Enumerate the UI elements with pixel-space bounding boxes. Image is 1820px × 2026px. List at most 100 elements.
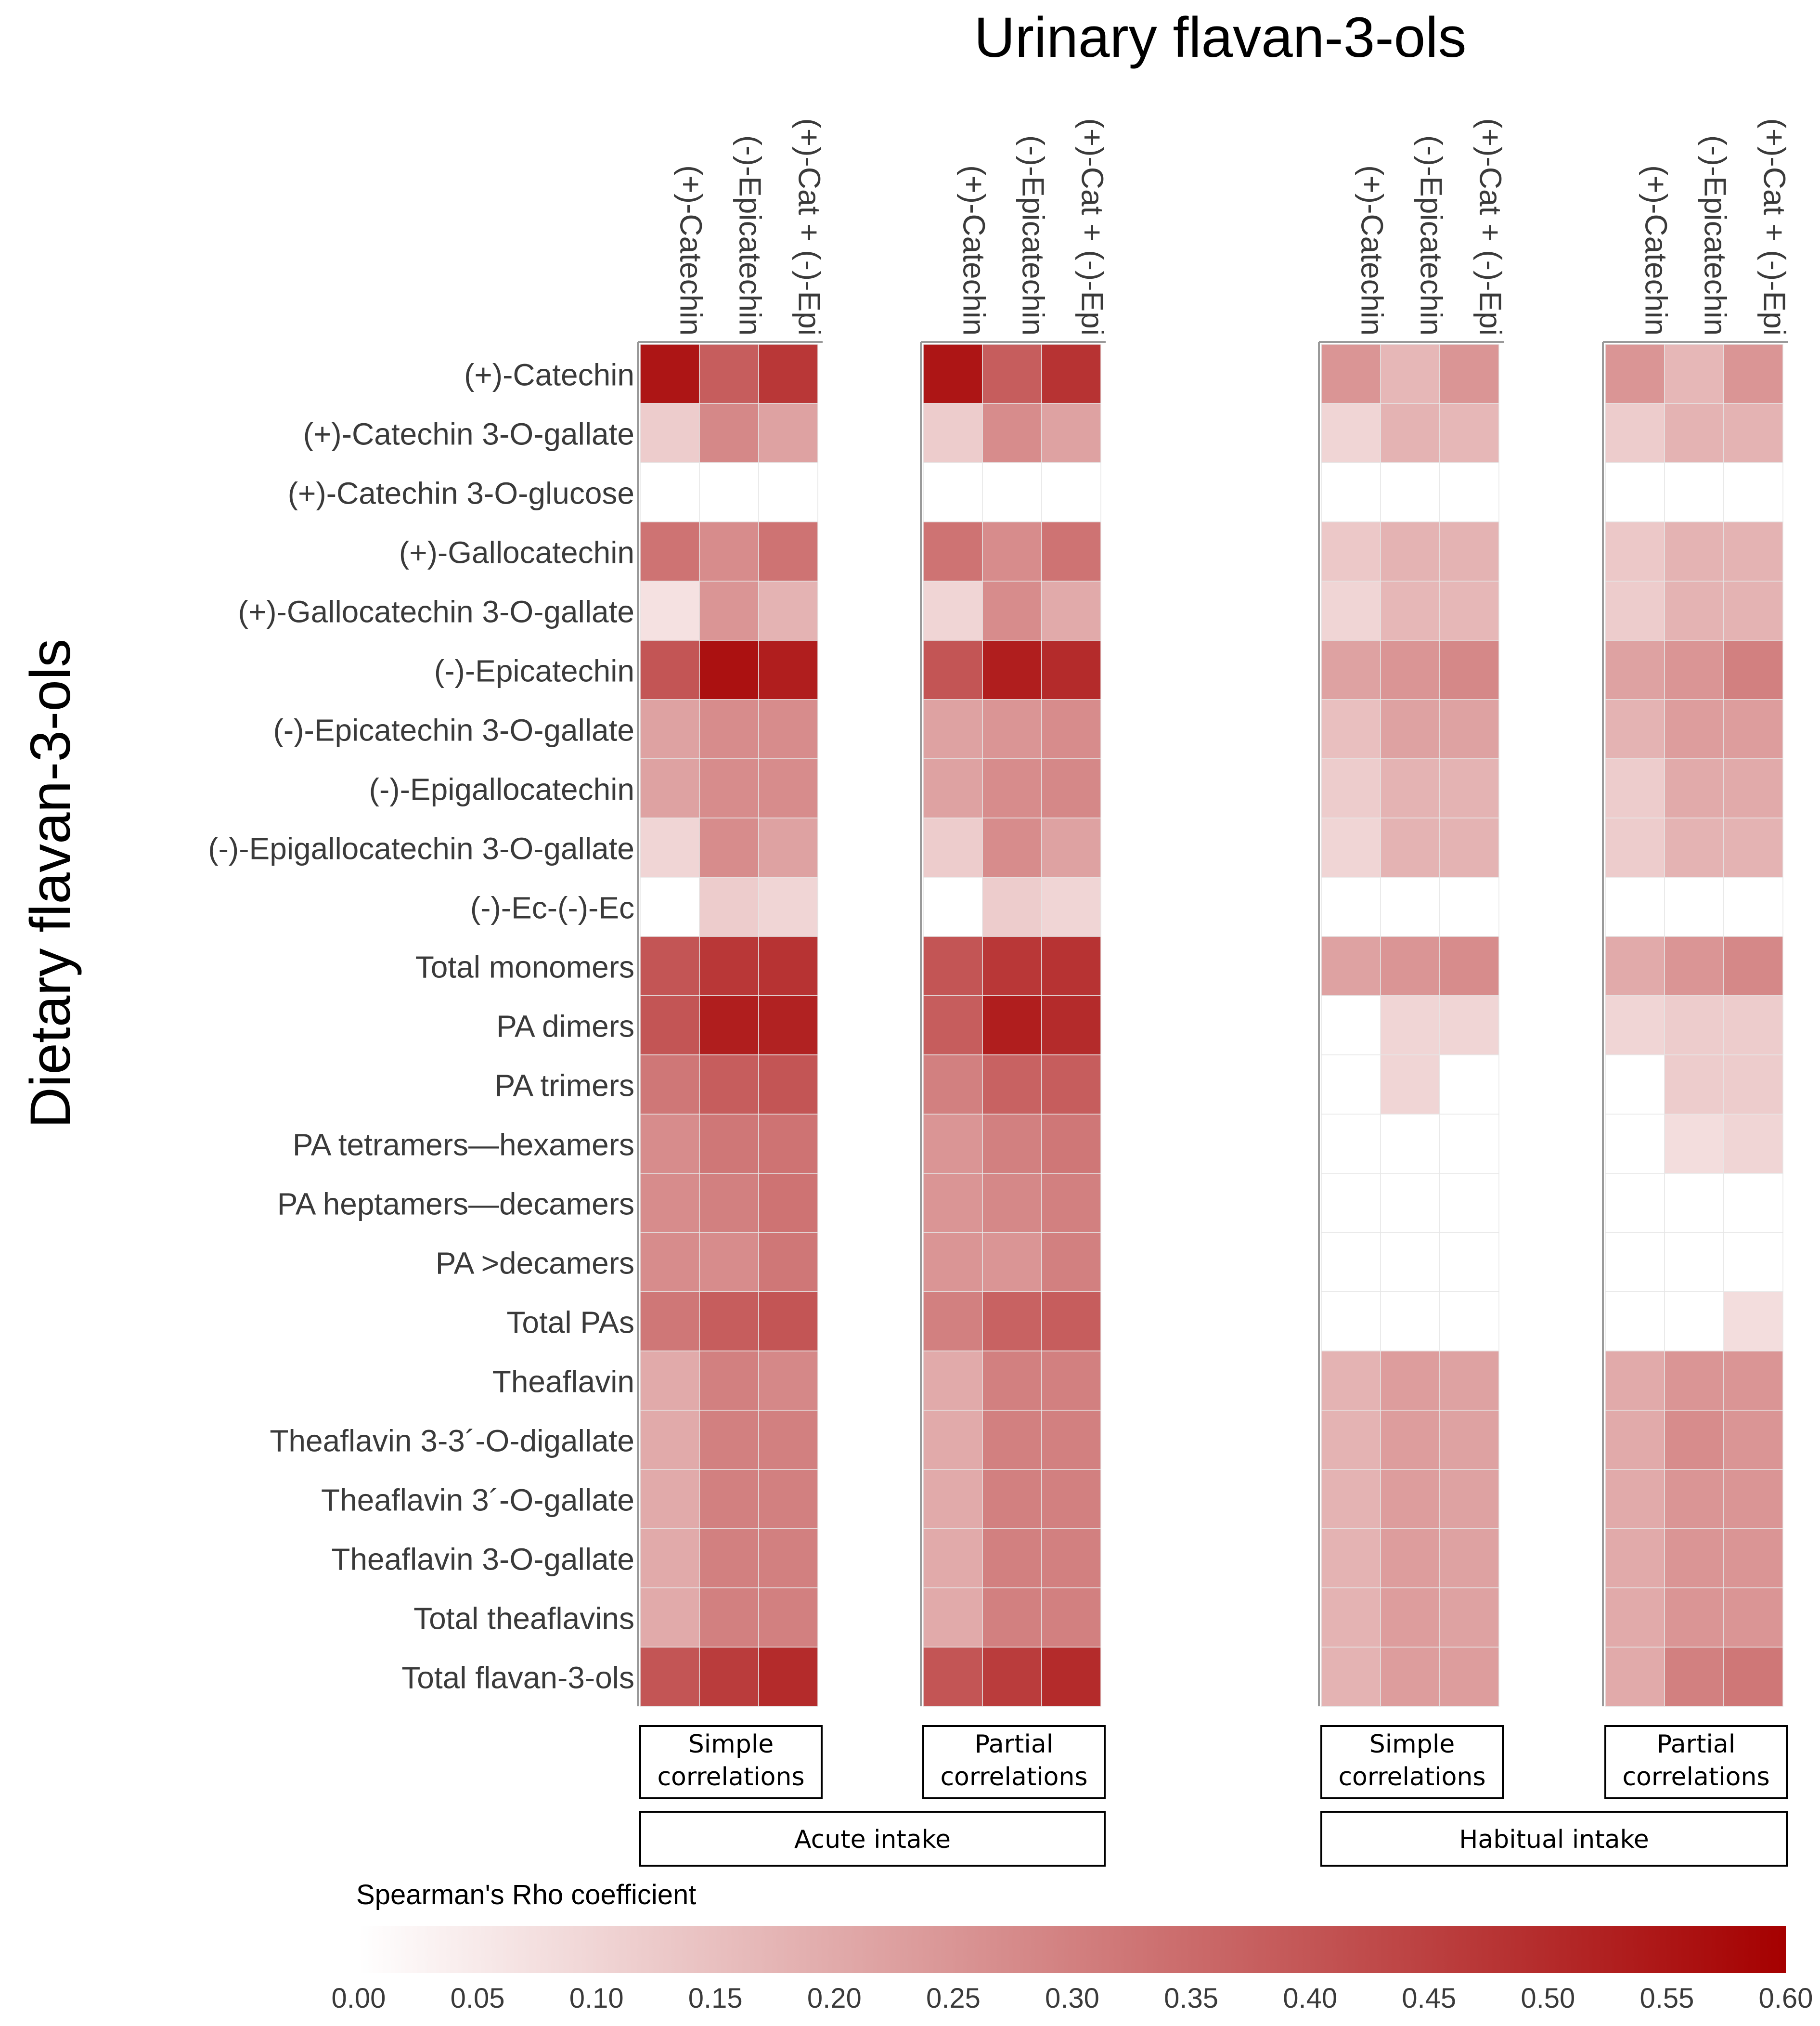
row-label: (-)-Epicatechin xyxy=(434,654,634,688)
heatmap-cell xyxy=(1723,995,1783,1055)
heatmap-cell xyxy=(640,640,700,700)
panel-label-box xyxy=(1604,1725,1788,1799)
panel-4: (+)-Catechin (-)-Epicatechin (+)-Cat + (-)… xyxy=(1602,118,1792,1799)
heatmap-cell xyxy=(1041,1469,1101,1529)
heatmap-cell xyxy=(923,936,983,996)
heatmap-cell xyxy=(1664,521,1724,582)
heatmap-cell xyxy=(1380,581,1440,641)
heatmap-cell xyxy=(1321,995,1381,1055)
heatmap-cell xyxy=(1723,581,1783,641)
heatmap-cell xyxy=(1041,1528,1101,1588)
heatmap-cell xyxy=(1664,1528,1724,1588)
heatmap-cell xyxy=(1321,936,1381,996)
heatmap-cell xyxy=(1605,818,1665,878)
chart-title: Urinary flavan-3-ols xyxy=(974,6,1467,69)
column-label: (-)-Epicatechin xyxy=(733,135,768,336)
heatmap-cell xyxy=(1723,699,1783,759)
heatmap-cell xyxy=(923,581,983,641)
heatmap-cell xyxy=(923,1114,983,1174)
row-label: (-)-Epicatechin 3-O-gallate xyxy=(273,713,635,748)
heatmap-cell xyxy=(1664,1587,1724,1648)
heatmap-cell xyxy=(1380,1114,1440,1174)
heatmap-cell xyxy=(640,521,700,582)
heatmap-cell xyxy=(758,699,818,759)
row-label: (-)-Epigallocatechin xyxy=(369,772,634,807)
heatmap-cell xyxy=(640,699,700,759)
heatmap-cell xyxy=(1041,1351,1101,1411)
heatmap-cell xyxy=(699,1114,759,1174)
heatmap-cell xyxy=(923,1528,983,1588)
panel-label-text: Partial xyxy=(1657,1730,1735,1759)
heatmap-cell xyxy=(1664,1647,1724,1707)
colorbar-tick-label: 0.05 xyxy=(451,1983,505,2014)
heatmap-cell xyxy=(923,521,983,582)
heatmap-cell xyxy=(1723,1587,1783,1648)
heatmap-cell xyxy=(640,462,700,522)
heatmap-cell xyxy=(1723,521,1783,582)
heatmap-cell xyxy=(1605,1232,1665,1292)
heatmap-cell xyxy=(758,1469,818,1529)
colorbar-bar xyxy=(359,1926,1786,1973)
heatmap-cell xyxy=(923,1054,983,1115)
heatmap-cell xyxy=(1664,1114,1724,1174)
row-label: (-)-Ec-(-)-Ec xyxy=(470,891,634,925)
heatmap-cell xyxy=(1664,1054,1724,1115)
heatmap-cell xyxy=(1321,640,1381,700)
heatmap-cell xyxy=(1605,462,1665,522)
heatmap-cell xyxy=(982,1291,1042,1351)
heatmap-cell xyxy=(1723,1232,1783,1292)
heatmap-cell xyxy=(1380,758,1440,818)
heatmap-cell xyxy=(982,403,1042,463)
heatmap-panels: (+)-Catechin (-)-Epicatechin (+)-Cat + (-)… xyxy=(637,118,1792,1867)
colorbar-tick-label: 0.00 xyxy=(332,1983,386,2014)
heatmap-cell xyxy=(982,1232,1042,1292)
heatmap-cell xyxy=(923,1410,983,1470)
heatmap-cell xyxy=(640,936,700,996)
heatmap-cell xyxy=(640,344,700,404)
colorbar-tick-label: 0.40 xyxy=(1283,1983,1337,2014)
heatmap-cell xyxy=(1723,818,1783,878)
panel-label-text: Simple xyxy=(688,1730,774,1759)
heatmap-cell xyxy=(982,1351,1042,1411)
heatmap-cell xyxy=(1605,403,1665,463)
heatmap-cell xyxy=(1439,1291,1499,1351)
heatmap-cell xyxy=(1439,1528,1499,1588)
heatmap-cell xyxy=(1664,936,1724,996)
heatmap-cell xyxy=(1380,1351,1440,1411)
column-label: (-)-Epicatechin xyxy=(1698,135,1733,336)
heatmap-cell xyxy=(923,1587,983,1648)
row-label: (-)-Epigallocatechin 3-O-gallate xyxy=(208,831,634,866)
heatmap-cell xyxy=(758,758,818,818)
heatmap-cell xyxy=(1380,995,1440,1055)
heatmap-cell xyxy=(1439,818,1499,878)
heatmap-cell xyxy=(758,1291,818,1351)
heatmap-cell xyxy=(1041,818,1101,878)
column-label: (+)-Cat + (-)-Epi xyxy=(1473,118,1508,336)
heatmap-cell xyxy=(1321,877,1381,937)
heatmap-cell xyxy=(1723,1528,1783,1588)
heatmap-cell xyxy=(1041,1173,1101,1233)
heatmap-cell xyxy=(1041,1410,1101,1470)
heatmap-cell xyxy=(1380,877,1440,937)
heatmap-cell xyxy=(1041,1232,1101,1292)
heatmap-cell xyxy=(1723,1173,1783,1233)
heatmap-cell xyxy=(1605,1291,1665,1351)
heatmap-cell xyxy=(1605,521,1665,582)
heatmap-cell xyxy=(1439,1114,1499,1174)
colorbar-tick-label: 0.50 xyxy=(1521,1983,1575,2014)
heatmap-cell xyxy=(1041,344,1101,404)
heatmap-cell xyxy=(640,758,700,818)
heatmap-cell xyxy=(1439,1469,1499,1529)
heatmap-cell xyxy=(1605,699,1665,759)
heatmap-cell xyxy=(1723,1647,1783,1707)
heatmap-cell xyxy=(923,699,983,759)
heatmap-cell xyxy=(1380,1291,1440,1351)
heatmap-cell xyxy=(1664,581,1724,641)
panel-label-text: correlations xyxy=(940,1763,1087,1792)
heatmap-cell xyxy=(640,877,700,937)
colorbar-tick-label: 0.15 xyxy=(688,1983,743,2014)
row-label: (+)-Gallocatechin xyxy=(399,535,634,570)
heatmap-cell xyxy=(758,936,818,996)
heatmap-cell xyxy=(758,1054,818,1115)
